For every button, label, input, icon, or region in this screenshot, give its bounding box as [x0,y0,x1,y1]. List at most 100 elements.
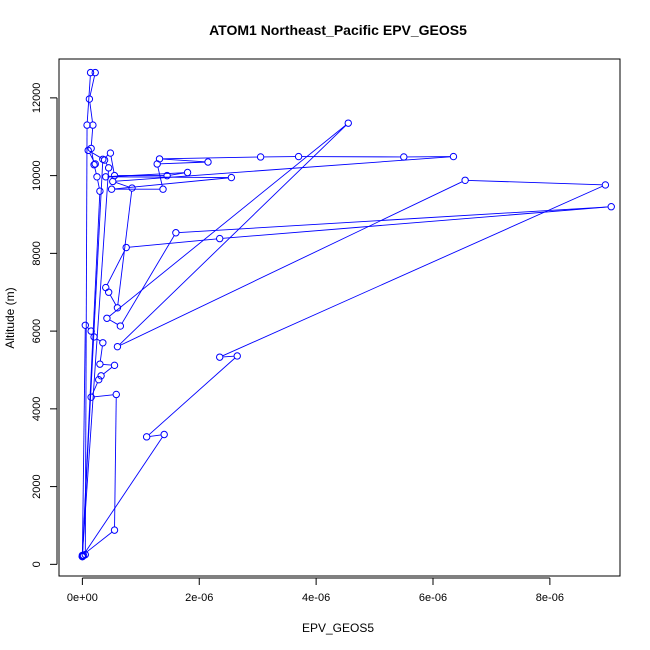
data-point [102,283,110,292]
data-point [104,288,113,296]
series-segment [99,345,103,362]
series-segment [129,238,217,248]
data-point [90,161,98,169]
data-point [294,152,303,161]
data-point [183,168,192,177]
data-point [128,184,136,192]
series-segment [222,206,609,239]
series-segment [83,436,163,555]
series-segment [117,191,133,305]
data-point [172,229,180,237]
series-segment [86,75,91,122]
series-segment [149,434,162,437]
series-segment [109,294,117,306]
series-segment [115,182,130,188]
data-point [97,372,105,380]
data-point [116,322,125,330]
series-segment [468,179,603,186]
data-point [84,146,92,155]
series-segment [82,162,104,554]
data-point [159,185,167,193]
x-tick-label: 8e-06 [536,592,564,604]
y-tick-label: 6000 [31,319,43,343]
series-segment [103,366,113,375]
x-tick-label: 4e-06 [302,592,330,604]
data-point [122,243,130,252]
series-segment [97,179,100,189]
series-segment [222,355,235,358]
data-point [91,68,99,77]
data-point [216,353,224,361]
series-segment [103,363,112,366]
series-segment [108,172,185,178]
y-axis-label: Altitude (m) [3,287,17,348]
data-point [113,342,122,351]
y-tick-label: 4000 [31,397,43,421]
series-segment [109,319,118,325]
y-tick-label: 10000 [31,160,43,191]
series-segment [106,250,126,285]
data-point [400,153,408,161]
data-point [96,187,104,195]
data-point [110,361,119,370]
data-point [461,176,469,184]
data-point [96,360,104,368]
data-point [216,234,224,243]
series-segment [120,181,463,346]
x-tick-label: 6e-06 [419,592,447,604]
x-tick-label: 0e+00 [67,592,98,604]
x-axis: 0e+00 2e-06 4e-06 6e-06 8e-06 [67,577,564,604]
data-point [233,352,241,360]
series-line [81,75,609,555]
y-axis: 0 2000 4000 6000 8000 10000 12000 [31,83,58,567]
series-segment [162,156,258,160]
series-segment [81,328,86,554]
data-point [256,153,265,161]
data-point [100,156,109,164]
series-segment [222,185,603,357]
data-point [449,152,458,161]
y-tick-label: 8000 [31,241,43,265]
series-segment [94,394,114,398]
chart-title: ATOM1 Northeast_Pacific EPV_GEOS5 [209,22,467,38]
series-segment [160,161,205,165]
data-point [87,327,95,335]
data-point [102,173,110,181]
data-point [89,121,97,129]
data-point [91,160,99,168]
series-segment [109,124,347,317]
data-point [109,177,117,186]
data-point [104,164,113,172]
x-axis-label: EPV_GEOS5 [302,621,374,635]
data-point [113,304,122,312]
data-point [142,433,151,441]
series-segment [110,156,115,173]
data-point [204,158,212,166]
data-point [95,375,103,384]
y-tick-label: 2000 [31,474,43,498]
series-segment [170,172,185,176]
data-point [160,430,168,439]
data-point [83,121,91,129]
series-segment [162,158,205,163]
data-point [607,203,615,211]
data-point [110,526,119,534]
series-segment [157,166,163,187]
series-segment [89,152,95,162]
data-point [93,173,101,181]
series-segment [89,102,93,122]
data-point [227,173,236,182]
data-point [155,155,164,163]
data-point [344,119,352,127]
data-point [90,333,98,341]
series-segment [115,156,451,182]
series-segment [114,397,117,527]
x-tick-label: 2e-06 [185,592,213,604]
data-point [601,181,610,189]
data-point [107,185,116,193]
series-segment [179,206,609,234]
series-segment [121,235,175,324]
data-point [86,68,95,77]
y-tick-label: 12000 [31,83,43,114]
